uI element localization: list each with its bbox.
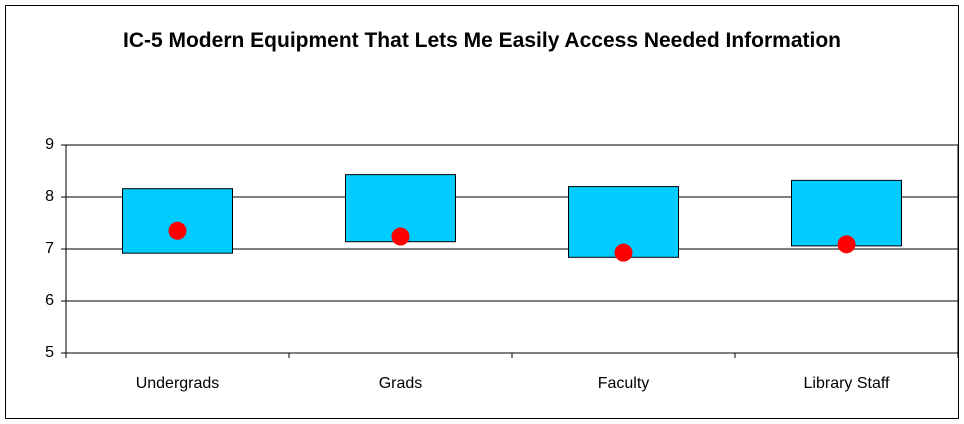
dot xyxy=(614,243,633,262)
range-bar xyxy=(122,188,233,254)
dot xyxy=(391,227,410,246)
x-tick-label: Grads xyxy=(379,375,423,392)
y-tick-label: 7 xyxy=(45,240,54,257)
y-tick-label: 8 xyxy=(45,188,54,205)
x-tick-label: Faculty xyxy=(598,375,650,392)
chart-title: IC-5 Modern Equipment That Lets Me Easil… xyxy=(122,29,842,52)
x-tick-label: Undergrads xyxy=(136,375,220,392)
x-tick-label: Library Staff xyxy=(804,375,891,392)
y-tick-label: 9 xyxy=(45,136,54,153)
y-tick-label: 6 xyxy=(45,292,54,309)
dot xyxy=(837,235,856,254)
dot xyxy=(168,221,187,240)
y-tick-label: 5 xyxy=(45,344,54,361)
